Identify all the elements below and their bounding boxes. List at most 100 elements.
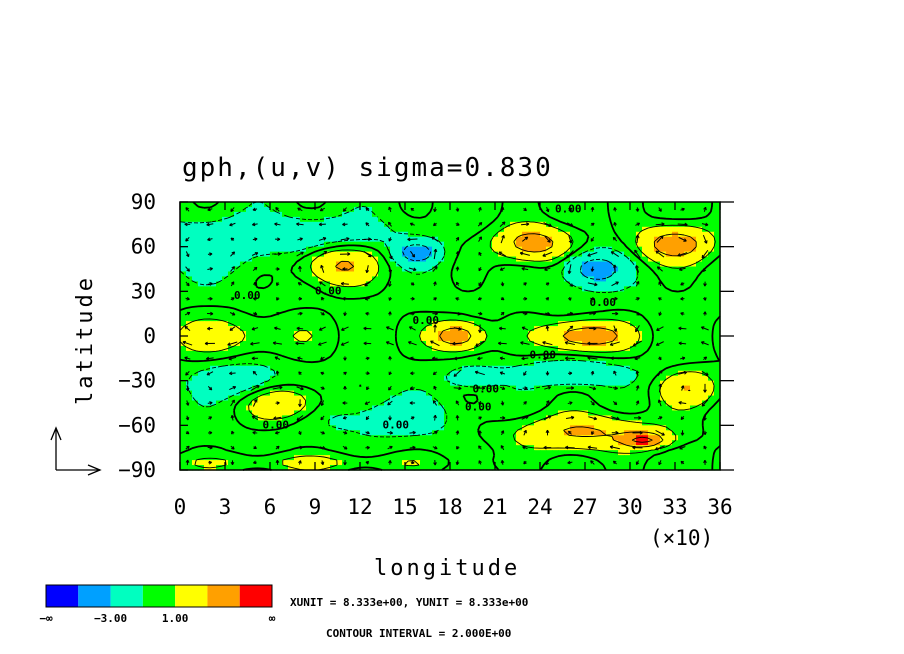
wind-vector: [339, 252, 351, 256]
heatmap-cell: [714, 266, 721, 273]
heatmap-cell: [276, 345, 283, 352]
heatmap-cell: [306, 236, 313, 243]
heatmap-cell: [486, 316, 493, 322]
heatmap-cell: [588, 465, 595, 471]
heatmap-cell: [378, 465, 385, 471]
heatmap-cell: [492, 291, 499, 297]
heatmap-cell: [558, 435, 565, 441]
heatmap-cell: [642, 256, 649, 263]
heatmap-cell: [636, 296, 643, 302]
heatmap-cell: [696, 355, 703, 362]
heatmap-cell: [216, 360, 223, 367]
heatmap-cell: [414, 430, 421, 436]
heatmap-cell: [576, 360, 583, 367]
heatmap-cell: [204, 430, 211, 436]
heatmap-cell: [564, 440, 571, 446]
heatmap-cell: [198, 231, 205, 238]
heatmap-cell: [678, 236, 685, 243]
heatmap-cell: [714, 360, 721, 367]
heatmap-cell: [618, 281, 625, 287]
heatmap-cell: [288, 301, 295, 307]
heatmap-cell: [402, 311, 409, 317]
heatmap-cell: [618, 385, 625, 392]
heatmap-cell: [348, 266, 355, 273]
heatmap-cell: [282, 231, 289, 238]
heatmap-cell: [342, 286, 349, 292]
heatmap-cell: [348, 445, 355, 451]
heatmap-cell: [216, 296, 223, 302]
heatmap-cell: [480, 455, 487, 461]
heatmap-cell: [594, 291, 601, 297]
heatmap-cell: [534, 430, 541, 436]
heatmap-cell: [228, 281, 235, 287]
heatmap-cell: [684, 430, 691, 436]
heatmap-cell: [522, 455, 529, 461]
heatmap-cell: [306, 420, 313, 426]
heatmap-cell: [372, 261, 379, 268]
heatmap-cell: [558, 286, 565, 292]
heatmap-cell: [624, 276, 631, 283]
heatmap-cell: [366, 321, 373, 327]
heatmap-cell: [222, 276, 229, 283]
heatmap-cell: [240, 236, 247, 243]
heatmap-cell: [690, 445, 697, 451]
heatmap-cell: [306, 390, 313, 397]
heatmap-cell: [642, 321, 649, 327]
heatmap-cell: [372, 340, 379, 347]
heatmap-cell: [510, 216, 517, 223]
heatmap-cell: [564, 395, 571, 402]
heatmap-cell: [390, 241, 397, 248]
heatmap-cell: [672, 385, 679, 392]
heatmap-cell: [336, 276, 343, 283]
heatmap-cell: [564, 271, 571, 278]
heatmap-cell: [378, 261, 385, 268]
heatmap-cell: [534, 266, 541, 273]
heatmap-cell: [408, 251, 415, 258]
heatmap-cell: [438, 410, 445, 417]
heatmap-cell: [708, 246, 715, 253]
heatmap-cell: [552, 226, 559, 233]
heatmap-cell: [534, 251, 541, 258]
heatmap-cell: [312, 430, 319, 436]
heatmap-cell: [498, 216, 505, 223]
heatmap-cell: [330, 271, 337, 278]
heatmap-cell: [678, 465, 685, 471]
wind-vector: [478, 251, 482, 257]
heatmap-cell: [186, 331, 193, 337]
heatmap-cell: [576, 435, 583, 441]
heatmap-cell: [354, 440, 361, 446]
heatmap-cell: [594, 216, 601, 223]
heatmap-cell: [318, 420, 325, 426]
heatmap-cell: [180, 375, 187, 382]
heatmap-cell: [564, 375, 571, 382]
heatmap-cell: [672, 286, 679, 292]
heatmap-cell: [564, 400, 571, 407]
heatmap-cell: [276, 206, 283, 213]
heatmap-cell: [402, 430, 409, 436]
heatmap-cell: [408, 321, 415, 327]
heatmap-cell: [264, 301, 271, 307]
heatmap-cell: [330, 256, 337, 263]
heatmap-cell: [480, 375, 487, 382]
heatmap-cell: [366, 450, 373, 456]
heatmap-cell: [348, 450, 355, 456]
heatmap-cell: [330, 291, 337, 297]
contour-line: [631, 436, 653, 443]
heatmap-cell: [384, 430, 391, 436]
wind-vector: [410, 250, 416, 258]
heatmap-cell: [450, 405, 457, 412]
heatmap-cell: [180, 360, 187, 367]
heatmap-cell: [486, 271, 493, 278]
heatmap-cell: [450, 331, 457, 337]
heatmap-cell: [642, 296, 649, 302]
heatmap-cell: [498, 246, 505, 253]
heatmap-cell: [600, 241, 607, 248]
heatmap-cell: [504, 206, 511, 213]
heatmap-cell: [540, 236, 547, 243]
heatmap-cell: [666, 246, 673, 253]
heatmap-cell: [354, 370, 361, 377]
heatmap-cell: [246, 440, 253, 446]
heatmap-cell: [642, 306, 649, 312]
heatmap-cell: [180, 286, 187, 292]
heatmap-cell: [708, 311, 715, 317]
